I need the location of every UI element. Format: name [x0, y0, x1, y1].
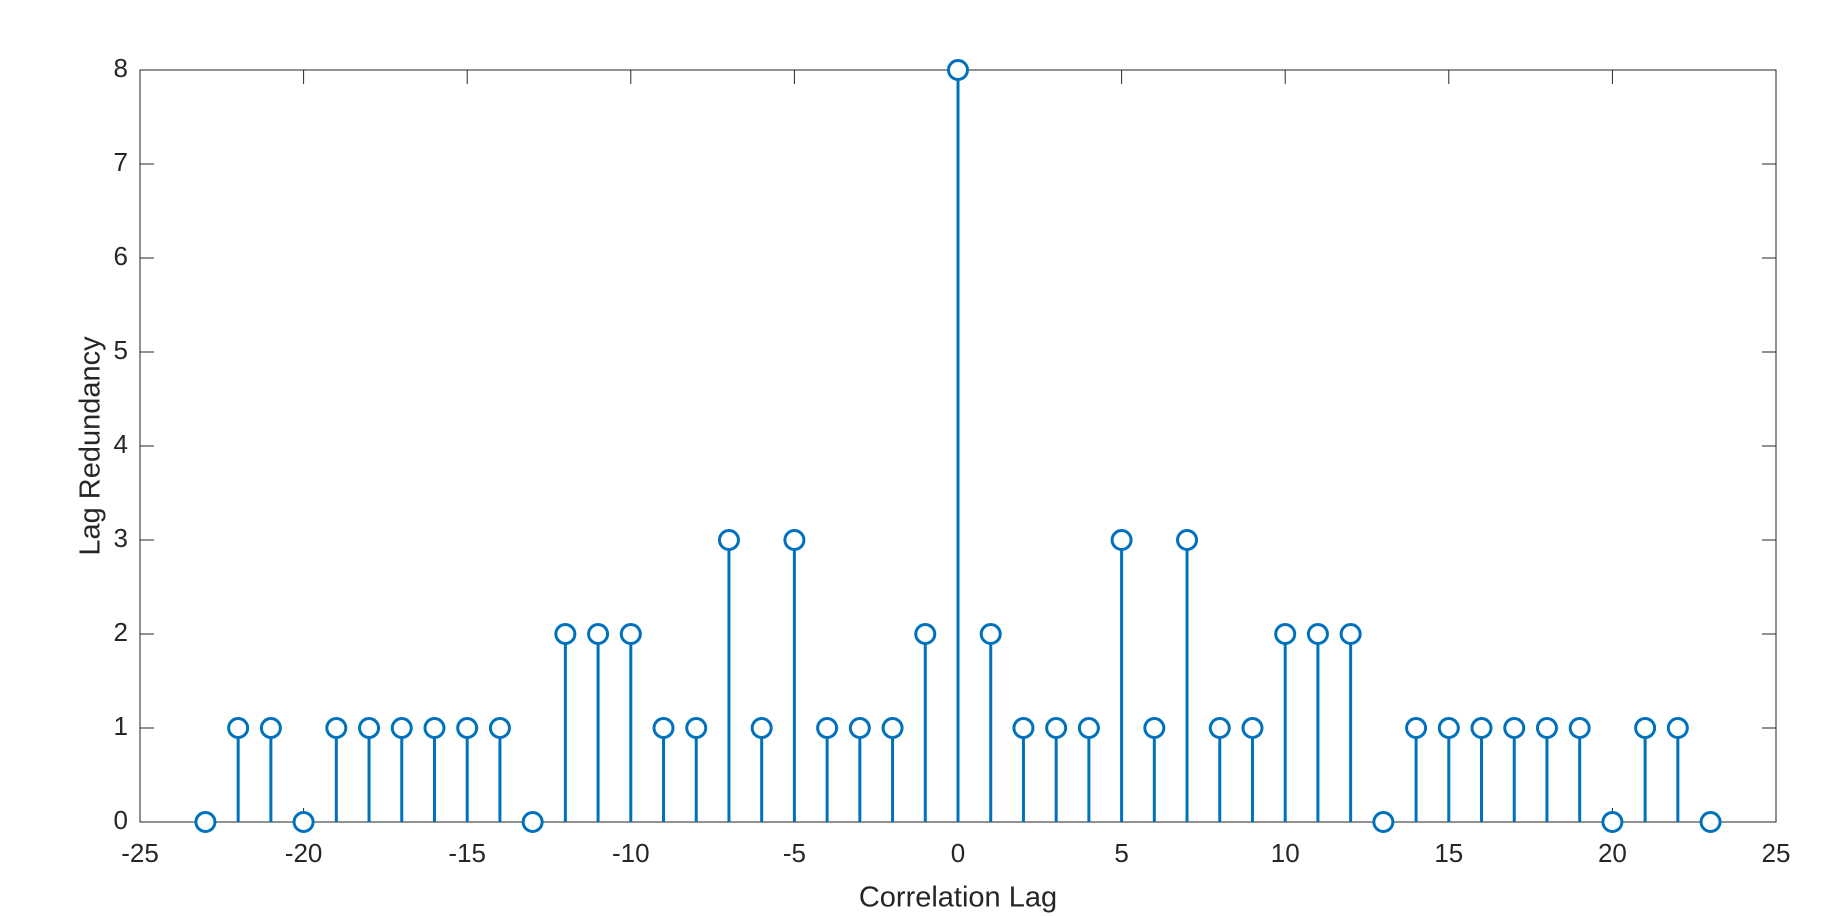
y-tick-label: 4 — [114, 429, 128, 459]
stem-marker — [358, 717, 381, 739]
stem-marker — [390, 717, 413, 739]
stem-marker — [1143, 717, 1166, 739]
stem-marker — [1012, 717, 1035, 739]
y-tick-label: 5 — [114, 335, 128, 365]
stem-marker — [1110, 529, 1133, 551]
x-tick-label: -25 — [121, 838, 159, 868]
stem-marker — [1535, 717, 1558, 739]
stem-marker — [1241, 717, 1264, 739]
stem-marker — [1405, 717, 1428, 739]
stem-marker — [1176, 529, 1199, 551]
x-axis-label: Correlation Lag — [859, 882, 1057, 914]
stem-marker — [717, 529, 740, 551]
stem-marker — [848, 717, 871, 739]
stem-marker — [1666, 717, 1689, 739]
x-tick-label: -20 — [285, 838, 323, 868]
stem-marker — [750, 717, 773, 739]
y-tick-label: 7 — [114, 147, 128, 177]
stem-marker — [1634, 717, 1657, 739]
stem-marker — [1503, 717, 1526, 739]
stem-marker — [1339, 623, 1362, 645]
y-tick-label: 3 — [114, 523, 128, 553]
stem-marker — [488, 717, 511, 739]
stem-marker — [1372, 811, 1395, 833]
stem-marker — [881, 717, 904, 739]
x-tick-label: -5 — [783, 838, 806, 868]
stem-marker — [1077, 717, 1100, 739]
stem-marker — [979, 623, 1002, 645]
x-tick-label: -10 — [612, 838, 650, 868]
stem-marker — [292, 811, 315, 833]
stem-marker — [1274, 623, 1297, 645]
y-axis-label: Lag Redundancy — [75, 336, 107, 556]
y-tick-label: 0 — [114, 805, 128, 835]
y-tick-label: 1 — [114, 711, 128, 741]
x-tick-label: 5 — [1114, 838, 1128, 868]
stem-marker — [1208, 717, 1231, 739]
y-tick-label: 2 — [114, 617, 128, 647]
x-tick-label: 25 — [1762, 838, 1791, 868]
stem-marker — [325, 717, 348, 739]
stem-marker — [1437, 717, 1460, 739]
stem-marker — [685, 717, 708, 739]
stem-marker — [816, 717, 839, 739]
stem-marker — [619, 623, 642, 645]
x-tick-label: 20 — [1598, 838, 1627, 868]
stem-marker — [1045, 717, 1068, 739]
stem-marker — [521, 811, 544, 833]
x-tick-label: 10 — [1271, 838, 1300, 868]
stem-marker — [1601, 811, 1624, 833]
stem-marker — [783, 529, 806, 551]
stem-marker — [947, 59, 969, 81]
stem-marker — [652, 717, 675, 739]
stem-marker — [1699, 811, 1722, 833]
stem-marker — [1470, 717, 1493, 739]
stem-marker — [1306, 623, 1329, 645]
stem-marker — [587, 623, 610, 645]
x-tick-label: 0 — [951, 838, 965, 868]
x-tick-label: 15 — [1434, 838, 1463, 868]
stem-marker — [554, 623, 577, 645]
stem-marker — [227, 717, 250, 739]
stem-marker — [423, 717, 446, 739]
y-tick-label: 6 — [114, 241, 128, 271]
x-tick-label: -15 — [448, 838, 486, 868]
stem-marker — [914, 623, 937, 645]
stem-marker — [1568, 717, 1591, 739]
y-tick-label: 8 — [114, 53, 128, 83]
stem-marker — [456, 717, 479, 739]
stem-marker — [194, 811, 217, 833]
stem-marker — [259, 717, 282, 739]
